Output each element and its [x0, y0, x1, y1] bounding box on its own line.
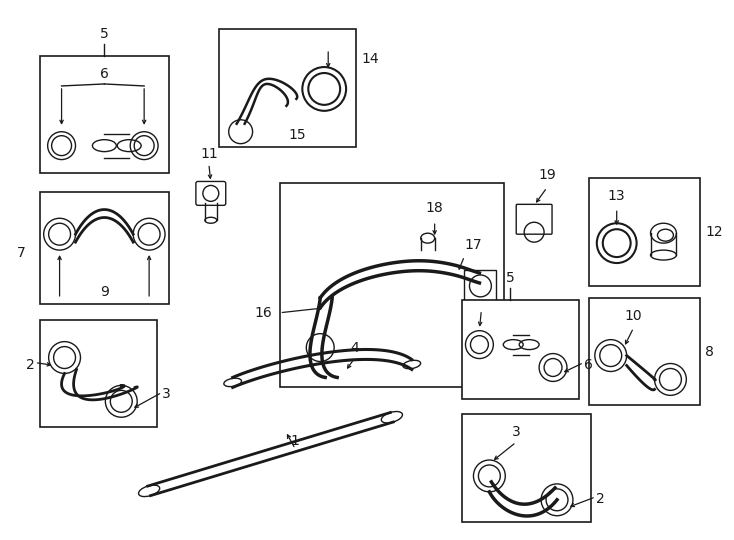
- Text: 16: 16: [255, 306, 272, 320]
- Text: 3: 3: [512, 425, 520, 439]
- Bar: [462, 414, 591, 522]
- Text: 5: 5: [100, 27, 109, 41]
- Bar: [40, 192, 169, 304]
- Bar: [589, 298, 700, 406]
- Text: 18: 18: [426, 201, 443, 215]
- Text: 17: 17: [465, 238, 482, 252]
- Bar: [40, 56, 169, 173]
- Bar: [589, 179, 700, 286]
- Text: 19: 19: [538, 168, 556, 183]
- Text: 15: 15: [288, 127, 306, 141]
- Text: 5: 5: [506, 271, 515, 285]
- Bar: [219, 29, 356, 147]
- Text: 10: 10: [625, 309, 642, 323]
- Text: 11: 11: [200, 146, 218, 160]
- Text: 2: 2: [596, 492, 605, 506]
- Text: 7: 7: [17, 246, 26, 260]
- Text: 1: 1: [291, 434, 299, 448]
- Text: 12: 12: [705, 225, 723, 239]
- Text: 14: 14: [361, 52, 379, 66]
- Text: 3: 3: [162, 387, 171, 401]
- Text: 6: 6: [584, 357, 593, 372]
- Bar: [462, 300, 579, 400]
- FancyBboxPatch shape: [516, 204, 552, 234]
- Bar: [280, 184, 504, 387]
- Text: 8: 8: [705, 345, 714, 359]
- Text: 6: 6: [100, 67, 109, 81]
- Bar: [465, 270, 496, 302]
- Text: 13: 13: [608, 190, 625, 204]
- Text: 9: 9: [100, 285, 109, 299]
- Text: 4: 4: [351, 341, 360, 355]
- Bar: [40, 320, 157, 427]
- FancyBboxPatch shape: [196, 181, 226, 205]
- Text: 2: 2: [26, 357, 34, 372]
